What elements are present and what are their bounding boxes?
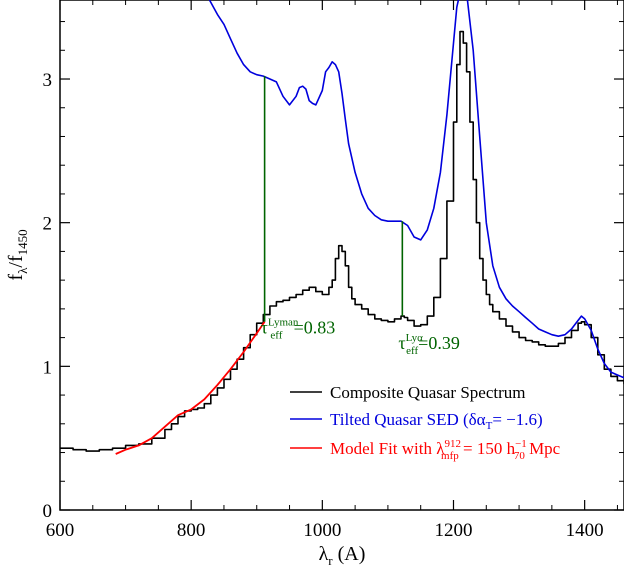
tau-annotation: τLyα eff=0.39: [398, 332, 459, 357]
series-layer: [60, 0, 624, 455]
x-tick-label: 1400: [566, 520, 604, 541]
y-tick-label: 2: [43, 214, 53, 235]
tau-lines: [263, 76, 404, 322]
legend-item-tilted: Tilted Quasar SED (δαT= −1.6): [290, 410, 543, 432]
plot-frame: [59, 0, 624, 511]
x-tick-label: 800: [177, 520, 206, 541]
x-axis-label-sub: r: [328, 553, 333, 568]
y-tick-label: 3: [43, 70, 53, 91]
tau-annotation: τLyman eff =0.83: [261, 316, 336, 341]
x-ticks: 600 800 1000 1200 1400: [46, 0, 618, 541]
y-tick-label: 1: [43, 357, 53, 378]
x-tick-label: 600: [46, 520, 75, 541]
annotations: τLyman eff =0.83 τLyα eff=0.39: [261, 316, 460, 357]
legend-label-model: Model Fit with λ912 mfp = 150 h−1 70 Mpc: [330, 438, 561, 462]
legend: Composite Quasar Spectrum Tilted Quasar …: [290, 383, 561, 462]
y-tick-label: 0: [43, 501, 53, 522]
legend-label-tilted: Tilted Quasar SED (δαT= −1.6): [330, 410, 543, 432]
composite-spectrum-line: [60, 30, 624, 452]
legend-label-composite: Composite Quasar Spectrum: [330, 383, 525, 402]
legend-item-model: Model Fit with λ912 mfp = 150 h−1 70 Mpc: [290, 438, 561, 462]
legend-item-composite: Composite Quasar Spectrum: [290, 383, 525, 402]
axes: 600 800 1000 1200 1400 0 1 2 3: [43, 0, 624, 541]
x-tick-label: 1000: [303, 520, 341, 541]
tilted-sed-line: [208, 0, 624, 379]
x-axis-label: λr (A): [319, 543, 366, 568]
y-ticks: 0 1 2 3: [43, 21, 624, 522]
model-fit-line: [115, 321, 266, 455]
y-axis-label: fλ/f1450: [5, 229, 30, 280]
x-tick-label: 1200: [434, 520, 472, 541]
